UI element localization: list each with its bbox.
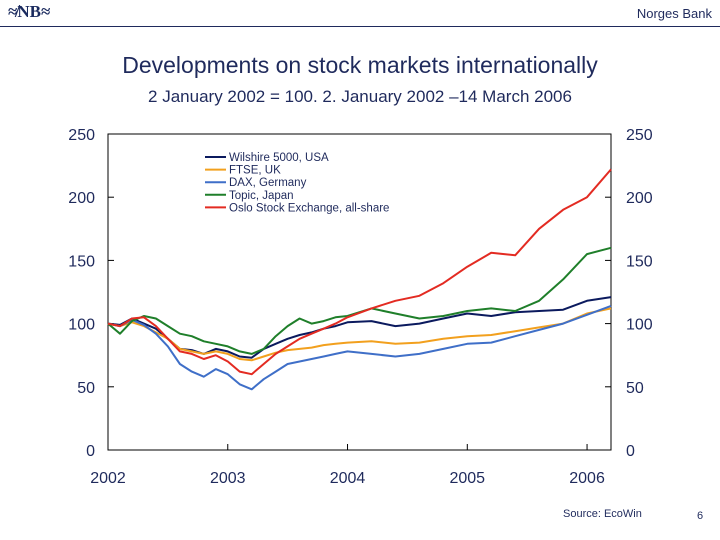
series-line-2 [107, 304, 612, 391]
y-tick-label-right: 200 [626, 190, 653, 207]
y-tick-label-left: 150 [68, 253, 95, 270]
x-tick-label: 2005 [449, 470, 485, 487]
y-tick-label-right: 0 [626, 443, 635, 460]
bank-name: Norges Bank [636, 6, 712, 21]
y-tick-label-left: 50 [77, 380, 95, 397]
plot-area-frame [107, 133, 612, 451]
legend-label: Topic, Japan [229, 190, 294, 202]
legend-label: DAX, Germany [229, 177, 307, 189]
chart-title: Developments on stock markets internatio… [122, 52, 598, 78]
chart-subtitle: 2 January 2002 = 100. 2. January 2002 –1… [148, 87, 572, 106]
y-tick-label-right: 50 [626, 380, 644, 397]
y-tick-label-left: 100 [68, 317, 95, 334]
x-tick-label: 2006 [569, 470, 605, 487]
page-number: 6 [697, 510, 704, 522]
source-note: Source: EcoWin [563, 508, 642, 520]
series-line-3 [107, 246, 612, 355]
legend-label: FTSE, UK [229, 165, 281, 177]
header-divider [0, 26, 720, 27]
y-tick-label-right: 250 [626, 127, 653, 144]
x-axis: 2002 2003 2004 2005 2006 [90, 444, 605, 487]
y-tick-label-right: 150 [626, 253, 653, 270]
y-axis-right: 0 50 100 150 200 250 [605, 127, 653, 460]
y-axis-left: 0 50 100 150 200 250 [68, 127, 114, 460]
y-tick-label-left: 0 [86, 443, 95, 460]
y-tick-label-left: 200 [68, 190, 95, 207]
y-tick-label-left: 250 [68, 127, 95, 144]
legend-label: Wilshire 5000, USA [229, 152, 329, 164]
norges-bank-logo: ≉NB≈ [8, 2, 51, 21]
series-lines [107, 168, 612, 391]
x-tick-label: 2004 [330, 470, 366, 487]
x-tick-label: 2003 [210, 470, 246, 487]
series-line-4 [107, 168, 612, 376]
y-tick-label-right: 100 [626, 317, 653, 334]
x-tick-label: 2002 [90, 470, 126, 487]
legend-label: Oslo Stock Exchange, all-share [229, 202, 389, 214]
